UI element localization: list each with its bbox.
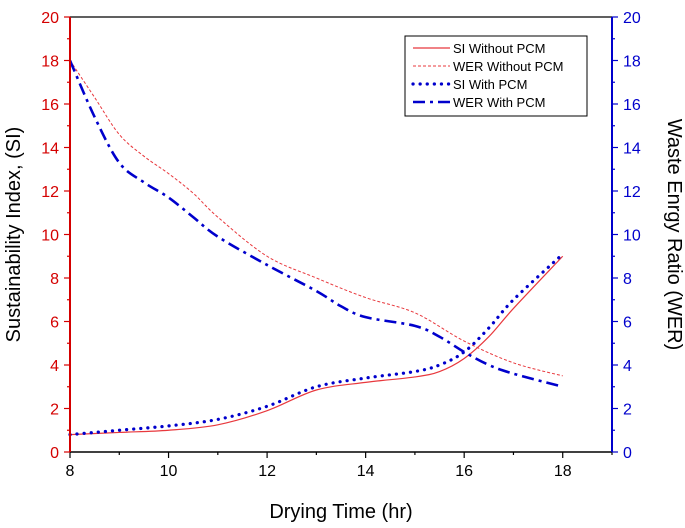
right-y-tick-label: 10 — [623, 228, 641, 245]
x-axis-label: Drying Time (hr) — [269, 501, 412, 523]
right-y-tick-label: 2 — [623, 402, 632, 419]
left-y-axis-label: Sustainability Index, (SI) — [3, 127, 25, 343]
legend-label: SI With PCM — [453, 77, 527, 92]
right-y-tick-label: 4 — [623, 358, 632, 375]
right-y-tick-label: 18 — [623, 54, 641, 71]
series-layer — [68, 59, 565, 437]
right-y-tick-label: 12 — [623, 184, 641, 201]
left-y-tick-label: 2 — [50, 402, 59, 419]
left-y-tick-label: 14 — [41, 141, 59, 158]
right-y-tick-label: 14 — [623, 141, 641, 158]
right-y-tick-label: 16 — [623, 97, 641, 114]
legend: SI Without PCM WER Without PCM SI With PCM… — [404, 35, 588, 117]
series-line-si-without-pcm — [69, 255, 564, 436]
left-y-tick-label: 20 — [41, 10, 59, 27]
right-y-tick-label: 0 — [623, 445, 632, 462]
axes-layer: 8 10 12 14 16 18 0 2 4 6 8 10 12 14 16 18 20 0 2 4 6 8 10 12 14 1… — [41, 10, 641, 480]
x-tick-label: 12 — [258, 463, 276, 480]
right-y-tick-label: 8 — [623, 271, 632, 288]
right-y-axis-label: Waste Enrgy Ratio (WER) — [663, 119, 685, 351]
left-y-tick-label: 0 — [50, 445, 59, 462]
left-y-tick-label: 4 — [50, 358, 59, 375]
series-line-wer-without-pcm — [69, 60, 563, 377]
left-y-tick-label: 16 — [41, 97, 59, 114]
right-y-tick-label: 20 — [623, 10, 641, 27]
x-tick-label: 16 — [455, 463, 473, 480]
legend-label: WER With PCM — [453, 95, 545, 110]
series-line-si-with-pcm — [68, 252, 565, 437]
left-y-tick-label: 10 — [41, 228, 59, 245]
x-tick-label: 18 — [554, 463, 572, 480]
x-tick-label: 10 — [160, 463, 178, 480]
right-y-tick-label: 6 — [623, 315, 632, 332]
left-y-tick-label: 18 — [41, 54, 59, 71]
series-line-wer-with-pcm — [68, 59, 564, 389]
legend-box — [404, 35, 588, 117]
left-y-tick-label: 6 — [50, 315, 59, 332]
left-y-tick-label: 12 — [41, 184, 59, 201]
x-tick-label: 8 — [66, 463, 75, 480]
left-y-tick-label: 8 — [50, 271, 59, 288]
x-tick-label: 14 — [357, 463, 375, 480]
legend-label: WER Without PCM — [453, 59, 564, 74]
legend-label: SI Without PCM — [453, 41, 545, 56]
